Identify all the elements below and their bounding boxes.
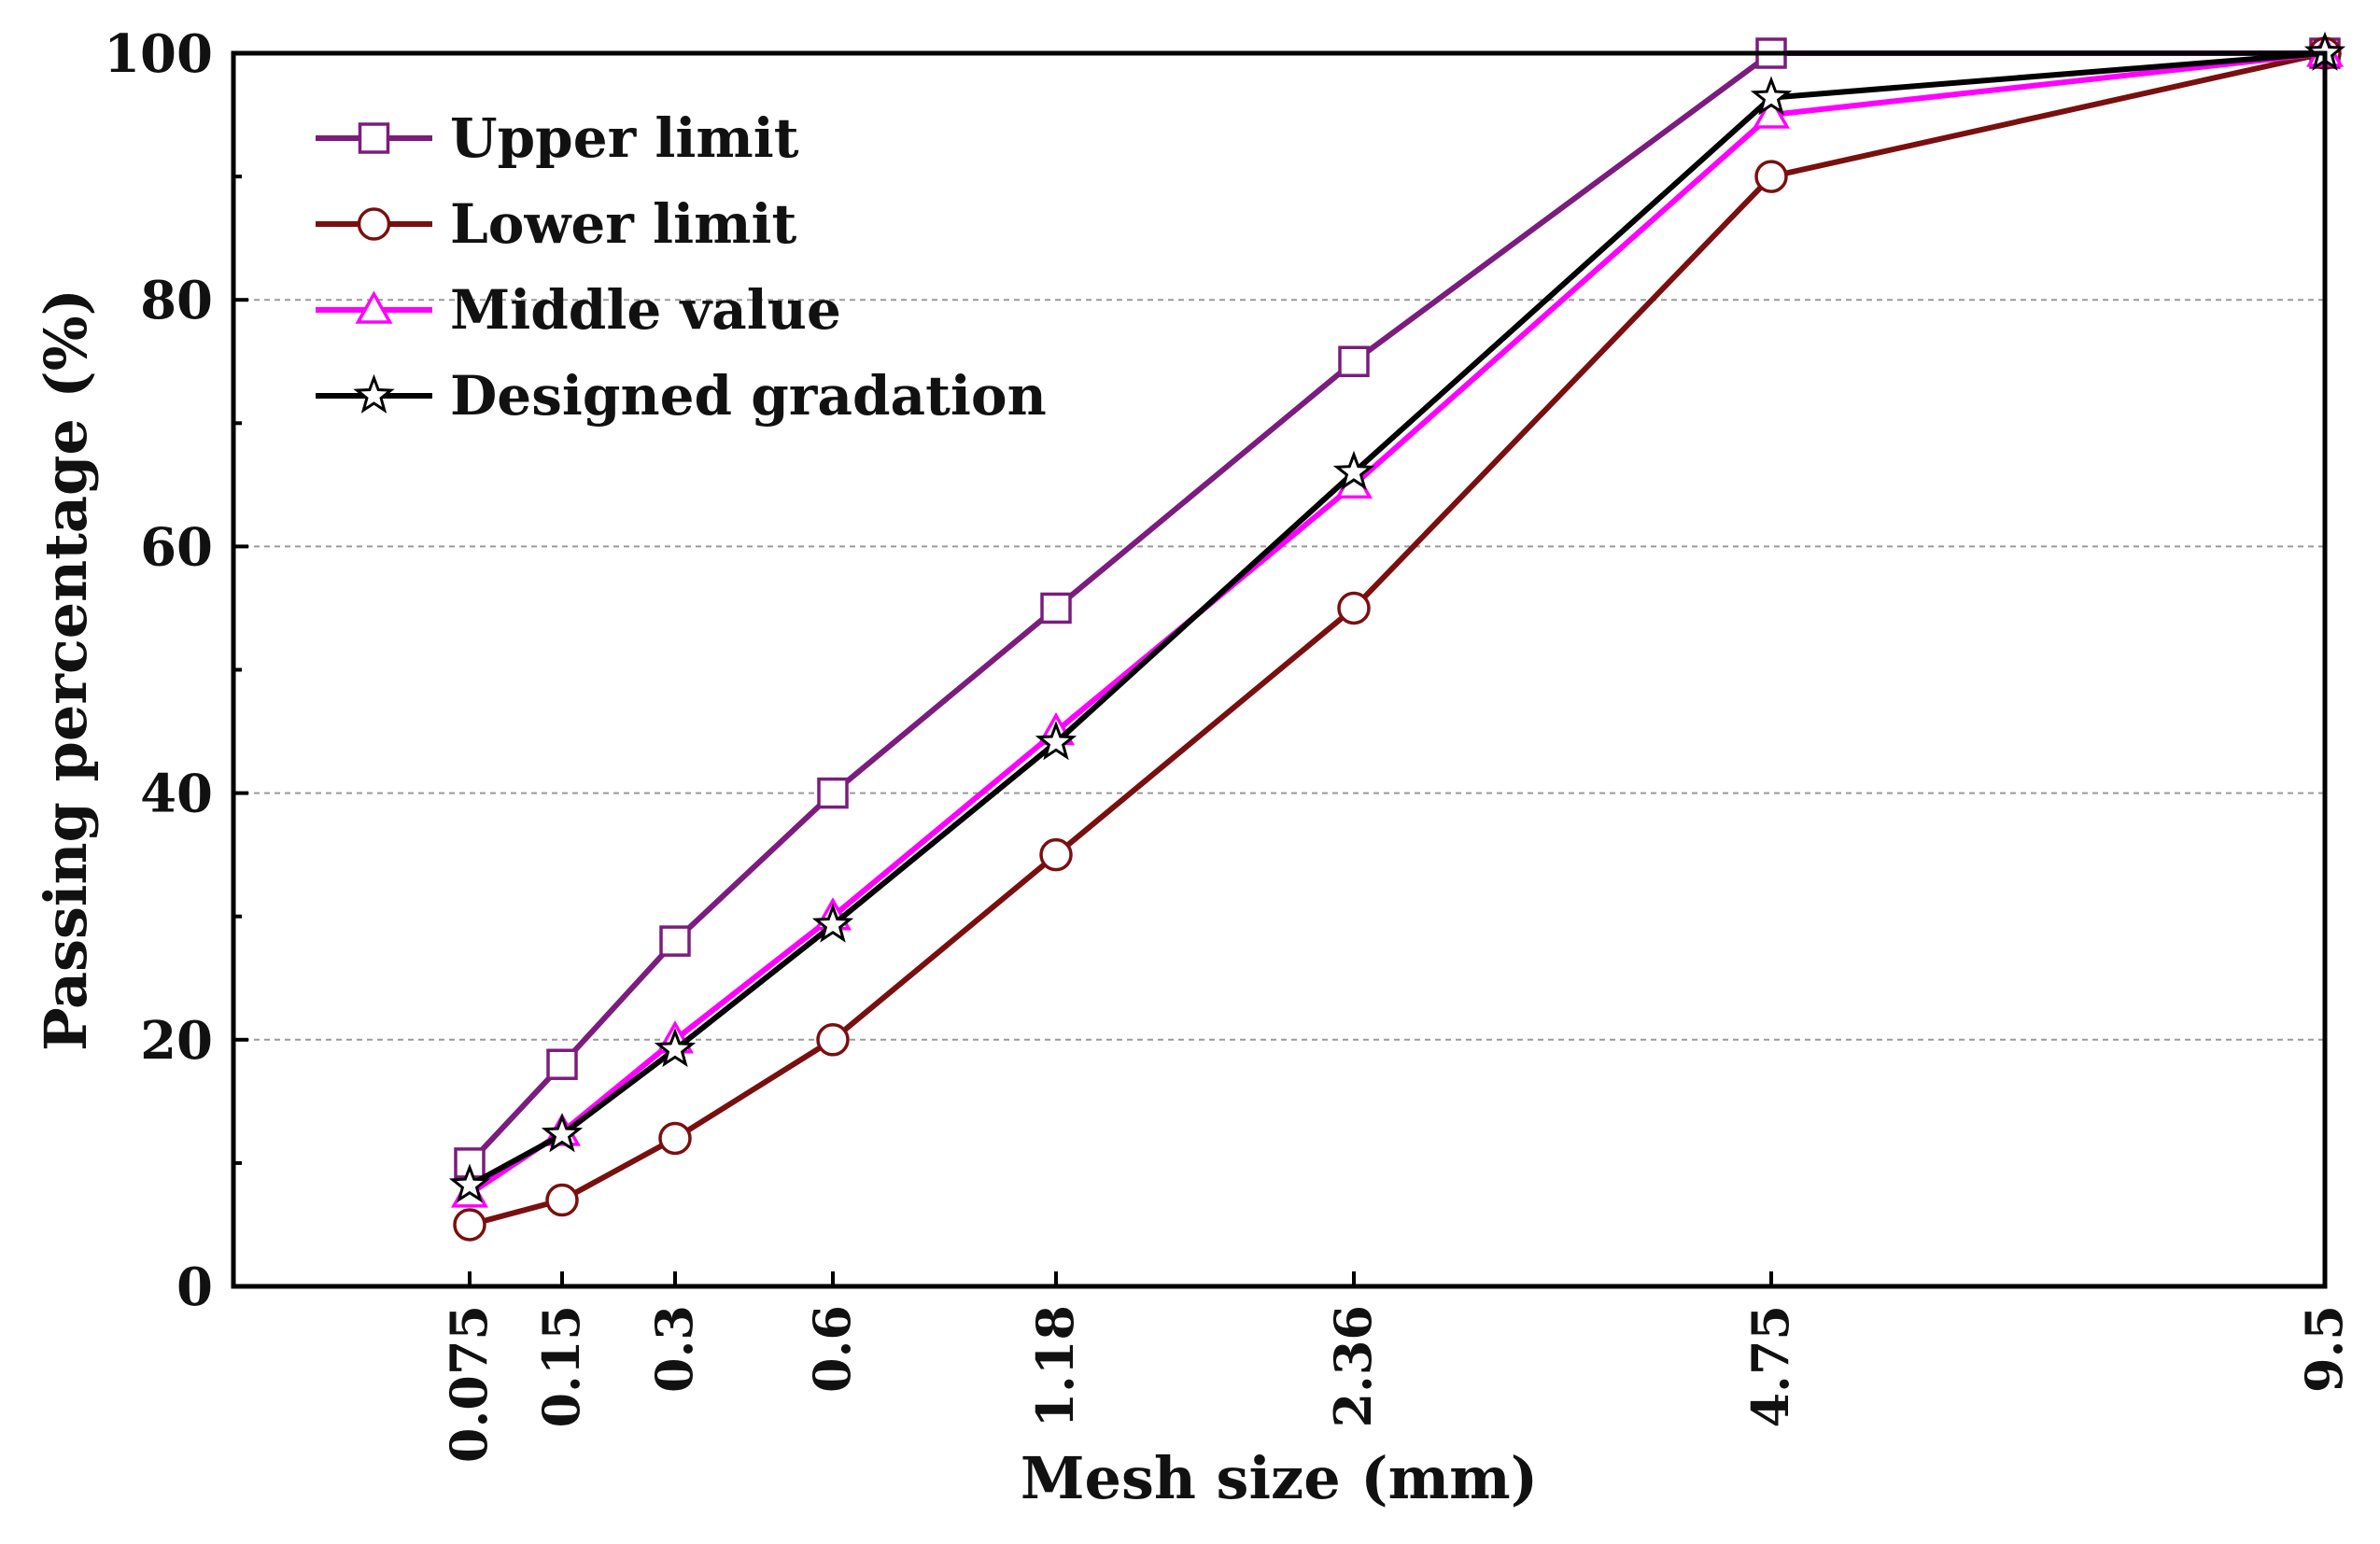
x-tick-label: 9.5 [2294, 1305, 2354, 1393]
data-point-designed-gradation [1750, 76, 1793, 116]
axes-layer: 0 20 40 60 80 100 0.075 0.15 0.3 0.6 1.18 2.36 4.75 9… [104, 23, 2354, 1463]
series-line-designed-gradation [468, 50, 2326, 1188]
series-layer [448, 31, 2346, 1242]
series-line-upper-limit [467, 50, 2325, 1165]
legend-entry-middle-value: Middle value [316, 278, 841, 342]
data-point-upper-limit [817, 777, 849, 809]
data-point-lower-limit [1039, 837, 1073, 872]
legend-marker [357, 207, 391, 241]
x-tick-label: 1.18 [1025, 1305, 1085, 1428]
legend-marker [355, 290, 393, 324]
data-point-upper-limit [659, 925, 691, 957]
data-point-upper-limit [1338, 345, 1370, 377]
series-line-middle-value [468, 50, 2326, 1197]
x-tick-label: 0.3 [644, 1305, 704, 1393]
y-axis-title: Passing percentage (%) [32, 288, 100, 1051]
y-tick-label: 20 [140, 1010, 213, 1072]
legend-label: Upper limit [450, 106, 799, 170]
y-tick-label: 0 [176, 1256, 213, 1318]
legend-marker [358, 122, 390, 154]
legend-label: Lower limit [450, 192, 797, 256]
data-point-designed-gradation [811, 903, 854, 943]
x-tick-label: 0.075 [439, 1305, 499, 1463]
data-point-designed-gradation [448, 1163, 491, 1203]
data-point-lower-limit [545, 1183, 579, 1217]
series-line-lower-limit [469, 50, 2326, 1228]
legend-entry-lower-limit: Lower limit [316, 192, 797, 256]
legend: Upper limit Lower limit Middle value Design… [316, 106, 1047, 428]
data-point-lower-limit [453, 1208, 486, 1242]
data-point-lower-limit [1754, 160, 1788, 193]
data-point-upper-limit [1040, 592, 1072, 625]
data-point-middle-value [1752, 95, 1791, 129]
legend-marker [353, 373, 395, 414]
legend-label: Middle value [450, 278, 841, 342]
y-tick-label: 60 [140, 516, 213, 578]
data-point-upper-limit [546, 1048, 578, 1080]
x-tick-label: 0.6 [802, 1305, 862, 1393]
legend-entry-designed-gradation: Designed gradation [316, 364, 1047, 428]
y-tick-label: 100 [104, 23, 213, 85]
data-point-lower-limit [658, 1121, 692, 1156]
legend-label: Designed gradation [450, 364, 1047, 428]
y-tick-label: 40 [140, 764, 213, 825]
data-point-designed-gradation [1035, 721, 1077, 761]
x-axis-title: Mesh size (mm) [1021, 1444, 1538, 1512]
x-tick-label: 4.75 [1740, 1305, 1800, 1428]
data-point-designed-gradation [1332, 450, 1375, 490]
x-tick-label: 2.36 [1323, 1305, 1383, 1428]
data-point-designed-gradation [541, 1113, 584, 1153]
legend-entry-upper-limit: Upper limit [316, 106, 799, 170]
x-tick-label: 0.15 [531, 1305, 591, 1428]
data-point-lower-limit [1337, 591, 1371, 625]
y-tick-label: 80 [140, 270, 213, 331]
data-point-lower-limit [816, 1023, 850, 1057]
data-point-designed-gradation [654, 1028, 697, 1068]
